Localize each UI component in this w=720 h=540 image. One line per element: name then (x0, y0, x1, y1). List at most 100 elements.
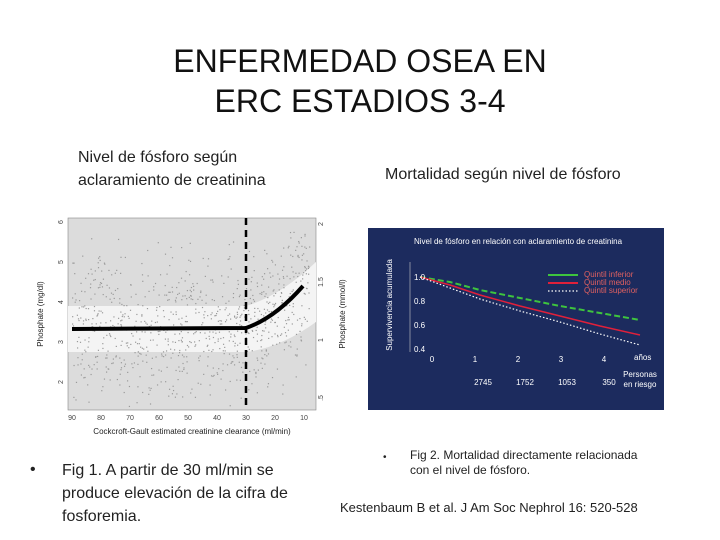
dot (157, 315, 159, 317)
dot (254, 311, 256, 313)
dot (153, 289, 155, 291)
dot (305, 247, 307, 249)
dot (147, 350, 149, 352)
dot (252, 336, 255, 339)
dot (102, 278, 105, 280)
dot (256, 282, 258, 284)
dot (171, 393, 174, 395)
dot (178, 333, 181, 335)
dot (285, 341, 287, 343)
dot (304, 267, 306, 269)
dot (207, 258, 210, 260)
dot (128, 385, 131, 388)
dot (171, 286, 173, 288)
dot (228, 258, 230, 260)
dot (103, 378, 106, 380)
dot (154, 321, 157, 324)
dot (227, 314, 229, 317)
dot (289, 304, 291, 307)
dot (227, 276, 229, 278)
dot (248, 389, 250, 391)
dot (295, 272, 297, 274)
dot (200, 291, 202, 294)
dot (76, 347, 79, 349)
dot (196, 282, 198, 285)
dot (198, 311, 200, 314)
dot (217, 310, 219, 312)
dot (154, 282, 157, 285)
dot (168, 291, 170, 293)
dot (271, 259, 273, 262)
dot (135, 320, 137, 322)
dot (266, 301, 268, 303)
dot (250, 302, 252, 304)
dot (102, 347, 104, 350)
dot (307, 267, 310, 270)
dot (260, 346, 262, 348)
dot (72, 262, 74, 264)
at-risk: 2745 (474, 378, 492, 387)
dot (137, 386, 139, 388)
dot (291, 323, 293, 325)
dot (163, 316, 165, 318)
dot (82, 320, 85, 322)
dot (195, 308, 197, 310)
dot (274, 264, 277, 266)
dot (276, 368, 279, 370)
dot (96, 314, 99, 316)
dot (301, 245, 303, 247)
dot (186, 361, 188, 363)
dot (295, 281, 297, 283)
dot (99, 284, 101, 286)
x-tick-label: 1 (473, 355, 478, 364)
dot (120, 325, 123, 327)
dot (128, 317, 130, 319)
dot (277, 316, 279, 319)
dot (96, 361, 98, 363)
dot (140, 353, 142, 355)
dot (85, 318, 87, 320)
dot (273, 306, 275, 308)
x-tick-label: 3 (559, 355, 564, 364)
x-tick-label: 70 (126, 415, 134, 422)
dot (236, 316, 238, 318)
dot (219, 323, 221, 325)
dot (266, 355, 268, 357)
dot (124, 256, 126, 259)
dot (180, 339, 182, 341)
dot (281, 299, 283, 302)
dot (113, 316, 115, 318)
dot (146, 323, 148, 325)
dot (261, 284, 263, 286)
x-tick-label: 30 (242, 415, 250, 422)
dot (121, 319, 123, 321)
dot (147, 275, 149, 277)
dot (94, 270, 96, 272)
dot (123, 365, 126, 367)
dot (288, 245, 290, 247)
dot (185, 321, 187, 323)
dot (80, 363, 82, 365)
dot (230, 318, 232, 320)
dot (149, 389, 151, 391)
dot (242, 362, 244, 364)
dot (117, 323, 119, 325)
y-tick-label: 0.6 (414, 321, 426, 330)
dot (107, 368, 109, 370)
dot (120, 369, 122, 371)
heading: Mortalidad según nivel de fósforo (385, 166, 621, 183)
dot (101, 312, 104, 314)
dot (167, 340, 169, 342)
dot (88, 364, 90, 367)
dot (250, 281, 252, 283)
title: ERC ESTADIOS 3-4 (214, 83, 505, 119)
dot (279, 295, 282, 298)
dot (212, 281, 214, 283)
dot (172, 313, 174, 315)
dot (290, 254, 292, 256)
dot (119, 384, 121, 386)
x-tick-label: 60 (155, 415, 163, 422)
dot (155, 309, 158, 311)
dot (203, 350, 205, 353)
dot (141, 331, 143, 333)
